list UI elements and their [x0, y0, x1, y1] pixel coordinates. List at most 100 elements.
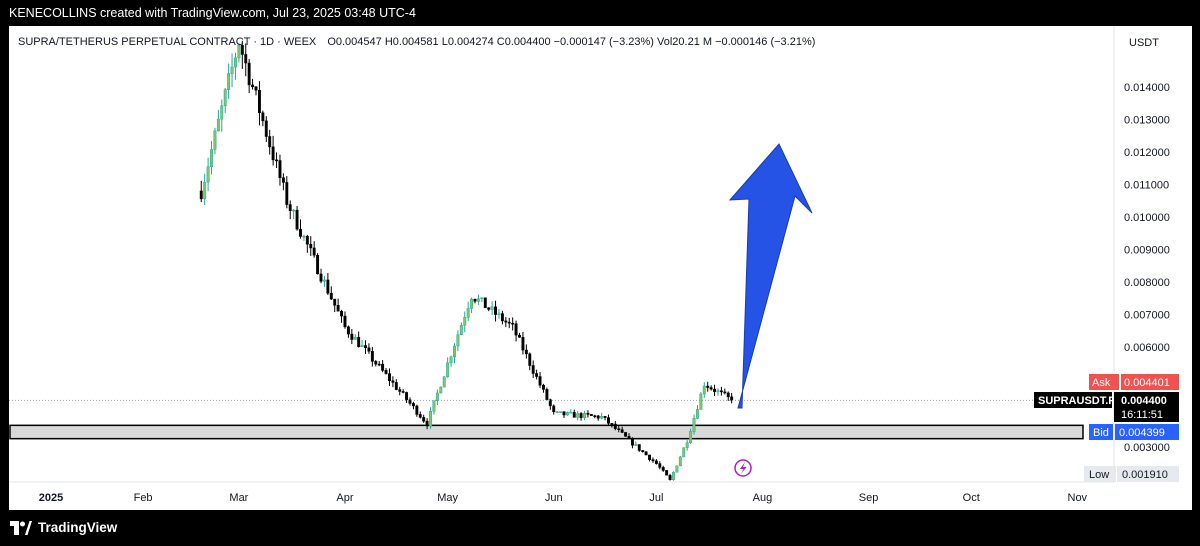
candle	[511, 317, 515, 331]
candle	[600, 412, 604, 420]
candle	[278, 154, 282, 186]
candle	[565, 411, 569, 416]
tradingview-logo-icon	[10, 520, 32, 535]
last-price: 0.004400	[1121, 395, 1167, 407]
y-tick-label: 0.007000	[1124, 310, 1170, 322]
candle	[524, 344, 528, 359]
candle	[661, 465, 665, 472]
attribution-bar: KENECOLLINS created with TradingView.com…	[0, 0, 1200, 26]
candle	[251, 78, 255, 90]
candle	[353, 334, 357, 340]
bid-value-bg	[1115, 424, 1179, 440]
candle	[497, 308, 501, 319]
candle	[364, 340, 367, 354]
candle	[377, 360, 381, 367]
ask-value: 0.004401	[1124, 377, 1170, 389]
candle	[648, 454, 651, 462]
candle	[596, 414, 600, 421]
tradingview-logo[interactable]: TradingView	[10, 520, 117, 535]
candle	[562, 411, 566, 418]
x-tick-label: Apr	[336, 492, 353, 504]
candle	[480, 297, 484, 302]
x-tick-label: Sep	[859, 492, 879, 504]
candle	[319, 268, 323, 284]
candle	[237, 42, 241, 63]
candle	[405, 391, 409, 403]
candle	[637, 444, 641, 452]
candle	[264, 116, 268, 142]
chart-panel[interactable]: 0.014000 0.013000 0.012000 0.011000 0.010000…	[9, 26, 1192, 510]
candle	[579, 412, 583, 421]
candle	[675, 465, 679, 473]
candle	[545, 387, 549, 401]
candle	[716, 388, 720, 396]
candle	[234, 52, 237, 80]
candle	[487, 307, 491, 312]
candle	[384, 368, 388, 375]
y-tick-label: 0.014000	[1124, 82, 1170, 94]
candle	[672, 471, 675, 481]
candle	[336, 298, 340, 312]
candle	[528, 352, 532, 371]
candle	[374, 359, 378, 367]
candle	[223, 87, 227, 114]
candle	[531, 360, 535, 378]
candle	[723, 388, 727, 395]
candle	[227, 63, 231, 100]
legend-symbol: SUPRA/TETHERUS PERPETUAL CONTRACT · 1D ·…	[18, 36, 317, 48]
x-tick-label: Nov	[1068, 492, 1088, 504]
x-tick-label: May	[437, 492, 458, 504]
y-tick-label: 0.008000	[1124, 277, 1170, 289]
lightning-icon[interactable]	[734, 459, 752, 477]
candle	[538, 372, 542, 389]
candle	[449, 355, 453, 367]
candle	[275, 152, 278, 168]
candle	[305, 234, 309, 253]
y-tick-label: 0.010000	[1124, 212, 1170, 224]
candle	[329, 286, 333, 300]
candle	[726, 391, 730, 401]
y-tick-label: 0.003000	[1124, 442, 1170, 454]
candle	[586, 410, 590, 418]
ask-label-bg	[1089, 374, 1119, 390]
candle	[713, 384, 717, 396]
currency-label[interactable]: USDT	[1129, 37, 1159, 49]
y-tick-label: 0.012000	[1124, 147, 1170, 159]
candle	[418, 411, 422, 419]
x-tick-label: Jul	[649, 492, 663, 504]
up-arrow-annotation[interactable]	[728, 143, 813, 409]
tradingview-brand: TradingView	[38, 520, 118, 535]
candles-layer	[199, 40, 734, 481]
candle	[206, 157, 210, 192]
candle	[494, 300, 497, 322]
support-zone[interactable]	[9, 424, 1084, 440]
candle	[490, 301, 494, 316]
candle	[695, 405, 699, 420]
symbol-tag: SUPRAUSDT.P	[1038, 395, 1116, 407]
y-tick-label: 0.006000	[1124, 342, 1170, 354]
candle	[603, 415, 607, 421]
candle	[572, 409, 576, 418]
candle	[435, 389, 439, 406]
candle	[730, 392, 734, 404]
candle	[719, 386, 723, 396]
candle	[699, 391, 703, 410]
candle	[641, 449, 645, 453]
candle	[333, 298, 337, 313]
price-chart[interactable]: 0.014000 0.013000 0.012000 0.011000 0.010000…	[9, 26, 1192, 510]
x-tick-label: Jun	[545, 492, 563, 504]
candle	[357, 331, 361, 348]
candle	[401, 389, 405, 394]
candle	[295, 206, 299, 231]
candle	[630, 437, 634, 449]
candle	[624, 431, 628, 437]
candle	[210, 141, 213, 175]
candle	[504, 316, 508, 328]
candle	[261, 110, 265, 127]
candle	[268, 129, 272, 155]
candle	[668, 473, 672, 481]
candle	[453, 343, 456, 364]
support-zone-layer	[9, 424, 1084, 440]
candle	[593, 414, 597, 419]
candle	[569, 409, 573, 414]
